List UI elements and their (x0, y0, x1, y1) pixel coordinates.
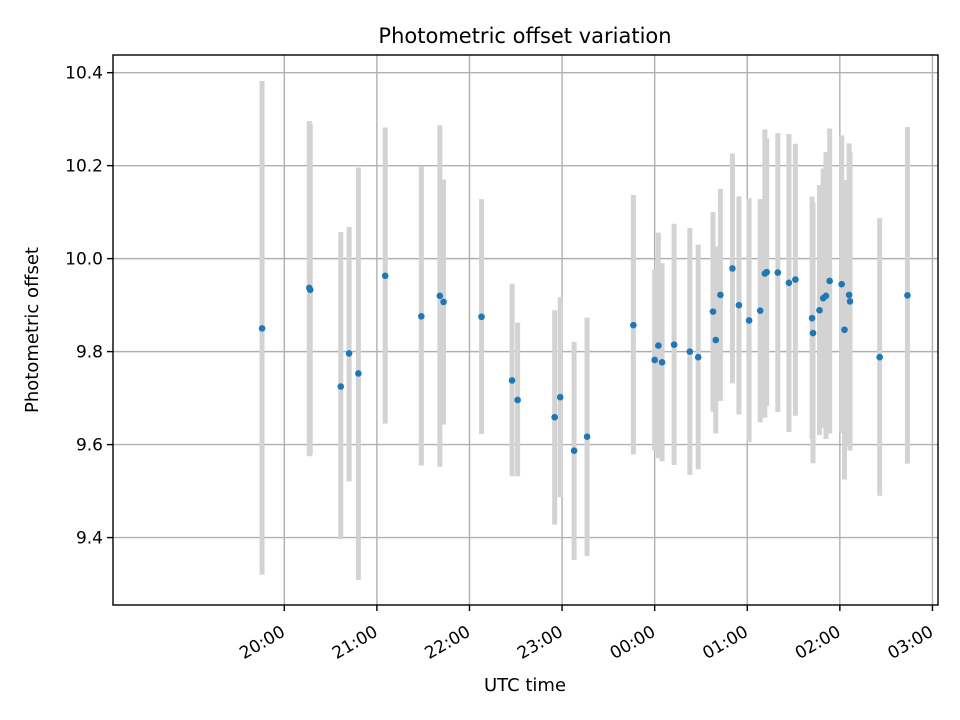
x-tick-label: 01:00 (699, 622, 751, 664)
data-point (845, 291, 853, 299)
data-point (717, 291, 724, 299)
data-point (418, 312, 425, 320)
data-point (735, 301, 743, 309)
data-point (658, 359, 666, 366)
data-point (774, 269, 782, 276)
x-tick-label: 02:00 (792, 622, 844, 664)
x-tick-label: 21:00 (329, 622, 381, 664)
data-point (436, 292, 444, 300)
data-points (258, 265, 911, 454)
y-tick-label: 9.8 (76, 343, 103, 363)
data-point (686, 348, 694, 355)
data-point (551, 413, 558, 421)
data-point (841, 326, 848, 334)
data-point (709, 308, 717, 315)
data-point (583, 433, 591, 440)
data-point (808, 314, 816, 322)
y-tick-label: 10.2 (65, 157, 103, 177)
axis-ticks: 20:00 21:00 22:00 23:00 00:00 01:00 02:00 03:00… (65, 64, 937, 664)
data-point (826, 277, 833, 285)
data-point (355, 370, 362, 377)
x-tick-label: 23:00 (514, 622, 566, 664)
data-point (670, 341, 678, 348)
data-point (846, 298, 854, 305)
data-point (655, 342, 662, 349)
data-point (816, 306, 823, 314)
x-tick-label: 20:00 (236, 622, 288, 664)
y-tick-label: 9.4 (76, 529, 103, 549)
data-point (712, 336, 720, 344)
data-point (763, 268, 771, 276)
data-point (838, 280, 846, 288)
data-point (258, 325, 266, 332)
x-tick-label: 22:00 (422, 622, 474, 664)
data-point (729, 265, 736, 272)
data-point (570, 447, 578, 454)
chart-title: Photometric offset variation (378, 24, 671, 48)
data-point (785, 279, 793, 287)
y-tick-label: 10.4 (65, 64, 103, 84)
data-point (876, 353, 883, 361)
data-point (478, 313, 485, 321)
x-axis-label: UTC time (484, 675, 566, 696)
data-point (822, 292, 830, 300)
data-point (745, 317, 753, 324)
data-point (508, 377, 516, 384)
data-point (381, 272, 389, 280)
data-point (694, 353, 702, 361)
plot-frame (112, 54, 939, 606)
y-tick-label: 9.6 (76, 436, 103, 456)
data-point (651, 356, 658, 364)
y-tick-label: 10.0 (65, 250, 103, 270)
data-point (514, 396, 521, 404)
data-point (306, 286, 314, 294)
data-point (809, 329, 817, 337)
x-tick-label: 03:00 (885, 622, 937, 664)
data-point (630, 321, 637, 329)
error-bars (259, 81, 910, 580)
data-point (345, 350, 353, 357)
data-point (756, 307, 764, 315)
data-point (904, 292, 911, 299)
x-tick-label: 00:00 (607, 622, 659, 664)
data-point (337, 383, 345, 390)
data-point (792, 276, 799, 283)
y-axis-label: Photometric offset (22, 247, 43, 413)
data-point (440, 298, 447, 306)
data-point (556, 393, 564, 401)
